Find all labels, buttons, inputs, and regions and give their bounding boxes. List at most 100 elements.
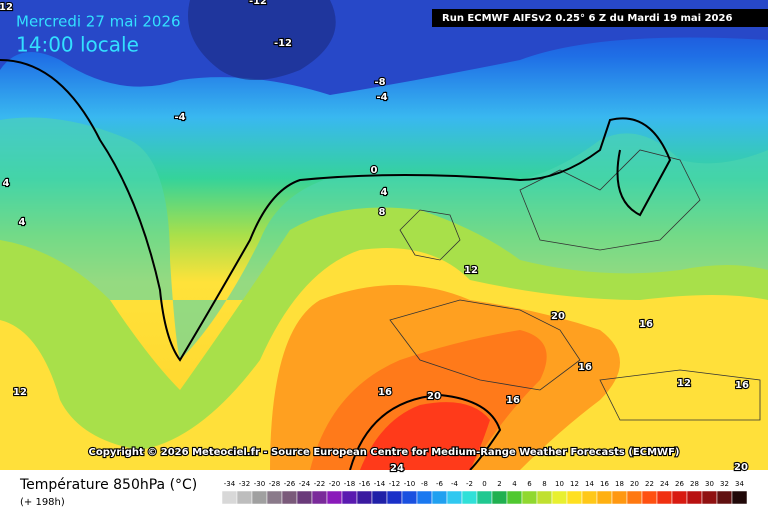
legend-swatch bbox=[251, 490, 268, 505]
legend-swatch bbox=[641, 490, 658, 505]
legend-swatch bbox=[296, 490, 313, 505]
legend-label: -2 bbox=[466, 480, 473, 488]
extreme-zone bbox=[310, 330, 547, 470]
legend-label: 8 bbox=[542, 480, 546, 488]
legend-label: 14 bbox=[585, 480, 594, 488]
contour-label: -4 bbox=[376, 92, 387, 103]
contour-label: 20 bbox=[734, 462, 748, 473]
contour-label: 16 bbox=[735, 380, 749, 391]
run-info: Run ECMWF AIFSv2 0.25° 6 Z du Mardi 19 m… bbox=[442, 13, 732, 24]
legend-swatch bbox=[506, 490, 523, 505]
contour-label: 16 bbox=[639, 319, 653, 330]
legend-swatch bbox=[266, 490, 283, 505]
legend-label: 16 bbox=[600, 480, 609, 488]
legend-swatch bbox=[236, 490, 253, 505]
legend-label: 22 bbox=[645, 480, 654, 488]
contour-label: -4 bbox=[174, 112, 185, 123]
contour-label: 16 bbox=[506, 395, 520, 406]
contour-label: 4 bbox=[381, 187, 388, 198]
legend-swatch bbox=[521, 490, 538, 505]
time: 14:00 locale bbox=[16, 33, 139, 57]
legend-swatch bbox=[686, 490, 703, 505]
legend-swatch bbox=[371, 490, 388, 505]
legend-swatch bbox=[221, 490, 238, 505]
legend-label: -14 bbox=[374, 480, 386, 488]
legend-swatch bbox=[356, 490, 373, 505]
legend-label: -6 bbox=[436, 480, 444, 488]
legend-swatch bbox=[731, 490, 748, 505]
contour-label: -12 bbox=[249, 0, 267, 7]
color-legend: -34 -32 -30 -28 -26 -24 -22 -20 -18 -16 -14 -12 -10-… bbox=[221, 480, 748, 505]
legend-swatch bbox=[431, 490, 448, 505]
legend-label: -12 bbox=[389, 480, 400, 488]
legend-swatch bbox=[341, 490, 358, 505]
contour-label: 8 bbox=[379, 207, 386, 218]
legend-label: -10 bbox=[404, 480, 415, 488]
legend-label: 18 bbox=[615, 480, 624, 488]
legend-label: 26 bbox=[675, 480, 684, 488]
legend-swatch bbox=[461, 490, 478, 505]
legend-label: -4 bbox=[451, 480, 459, 488]
legend-label: -8 bbox=[421, 480, 428, 488]
legend-swatch bbox=[416, 490, 433, 505]
legend-swatch bbox=[326, 490, 343, 505]
legend-label: 12 bbox=[570, 480, 579, 488]
legend-label: -28 bbox=[269, 480, 280, 488]
legend-label: 24 bbox=[660, 480, 669, 488]
legend-label: 30 bbox=[705, 480, 714, 488]
footer-title: Température 850hPa (°C) bbox=[19, 477, 197, 493]
legend-swatch bbox=[446, 490, 463, 505]
core-zone bbox=[360, 402, 490, 470]
legend-label: -26 bbox=[284, 480, 296, 488]
contour-label: 16 bbox=[578, 362, 592, 373]
contour-label: 0 bbox=[371, 165, 378, 176]
zero-isotherm bbox=[0, 59, 672, 362]
contour-label: 12 bbox=[0, 2, 13, 13]
legend-label: 0 bbox=[482, 480, 486, 488]
contour-label: 4 bbox=[19, 217, 26, 228]
legend-label: 20 bbox=[630, 480, 639, 488]
legend-label: 4 bbox=[512, 480, 517, 488]
contour-label: -8 bbox=[374, 77, 385, 88]
legend-swatch bbox=[536, 490, 553, 505]
legend-label: -24 bbox=[299, 480, 311, 488]
legend-label: 10 bbox=[555, 480, 564, 488]
coastlines bbox=[389, 149, 761, 421]
contour-label: 12 bbox=[13, 387, 27, 398]
legend-label: -30 bbox=[254, 480, 265, 488]
contour-label: 4 bbox=[3, 178, 10, 189]
legend-label: -18 bbox=[344, 480, 355, 488]
legend-label: 2 bbox=[497, 480, 501, 488]
contour-label: 12 bbox=[677, 378, 691, 389]
legend-label: 34 bbox=[735, 480, 744, 488]
legend-swatch bbox=[716, 490, 733, 505]
legend-swatch bbox=[566, 490, 583, 505]
legend-label: 28 bbox=[690, 480, 699, 488]
legend-label: -22 bbox=[314, 480, 325, 488]
contour-label: 16 bbox=[378, 387, 392, 398]
legend-label: 6 bbox=[527, 480, 532, 488]
date: Mercredi 27 mai 2026 bbox=[16, 13, 181, 31]
copyright: Copyright © 2026 Meteociel.fr - Source E… bbox=[89, 447, 680, 458]
legend-label: -20 bbox=[329, 480, 340, 488]
contour-label: 20 bbox=[551, 311, 565, 322]
legend-swatch bbox=[386, 490, 403, 505]
legend-label: -16 bbox=[359, 480, 371, 488]
legend-swatch bbox=[611, 490, 628, 505]
contour-label: 20 bbox=[427, 391, 441, 402]
legend-swatch bbox=[281, 490, 298, 505]
contour-label: 12 bbox=[464, 265, 478, 276]
legend-swatch bbox=[581, 490, 598, 505]
legend-swatch bbox=[656, 490, 673, 505]
legend-label: -34 bbox=[224, 480, 236, 488]
legend-swatch bbox=[401, 490, 418, 505]
legend-swatch bbox=[476, 490, 493, 505]
footer-step: (+ 198h) bbox=[20, 497, 65, 508]
contour-label: -12 bbox=[274, 38, 292, 49]
legend-label: 32 bbox=[720, 480, 729, 488]
legend-swatch bbox=[491, 490, 508, 505]
isotherm-20 bbox=[349, 393, 502, 471]
contour-label: 24 bbox=[390, 463, 404, 474]
